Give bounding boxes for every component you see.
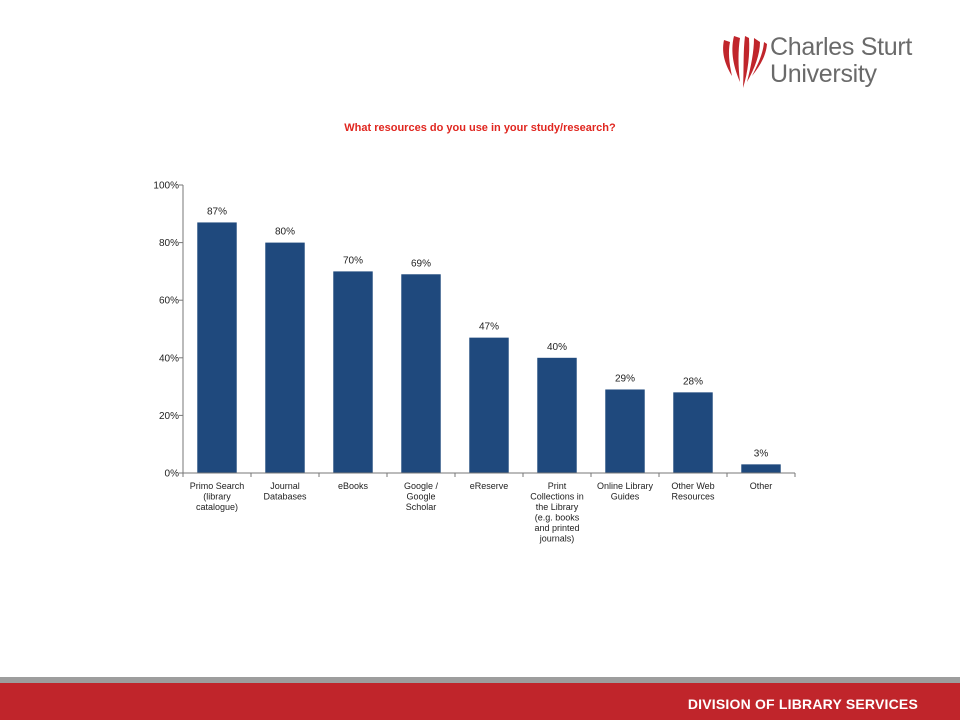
category-label-line: Online Library — [597, 481, 654, 491]
category-label: Print Collections in the Library (e.g. book… — [530, 481, 584, 544]
data-label: 70% — [343, 255, 363, 266]
logo-line-2: University — [770, 60, 877, 88]
category-label-line: Primo Search — [190, 481, 245, 491]
category-label-line: eBooks — [338, 481, 369, 491]
category-label-line: Other Web — [671, 481, 714, 491]
y-tick-label: 60% — [159, 296, 179, 307]
chart-title: What resources do you use in your study/… — [344, 122, 616, 134]
footer-bar: DIVISION OF LIBRARY SERVICES — [0, 683, 960, 720]
y-tick-label: 0% — [165, 469, 180, 480]
category-label-line: Scholar — [406, 502, 437, 512]
data-label: 47% — [479, 322, 499, 333]
data-label: 87% — [207, 206, 227, 217]
category-label-line: Collections in — [530, 492, 584, 502]
y-tick-label: 40% — [159, 353, 179, 364]
y-tick-label: 20% — [159, 411, 179, 422]
y-tick-label: 100% — [153, 181, 179, 192]
y-tick-label: 80% — [159, 238, 179, 249]
bar — [469, 337, 509, 473]
category-label-line: Google — [406, 492, 435, 502]
bars: 87% 80% 70% 69% 47% 40% 29% 28% 3% — [197, 206, 781, 473]
category-label: eReserve — [470, 481, 509, 491]
bar — [197, 222, 237, 473]
category-label-line: Print — [548, 481, 567, 491]
data-label: 3% — [754, 448, 769, 459]
footer-text: DIVISION OF LIBRARY SERVICES — [687, 696, 918, 712]
category-label-line: Guides — [611, 492, 640, 502]
footer-divider — [0, 677, 960, 683]
category-label-line: and printed — [534, 523, 579, 533]
category-label: Online Library Guides — [597, 481, 654, 502]
y-axis: 0% 20% 40% 60% 80% 100% — [153, 181, 184, 480]
bar — [673, 392, 713, 473]
category-label-line: eReserve — [470, 481, 509, 491]
bar — [333, 271, 373, 473]
category-label: Google / Google Scholar — [404, 481, 439, 512]
category-label: Other — [750, 481, 773, 491]
logo-line-1: Charles Sturt — [770, 33, 912, 61]
category-label-line: Other — [750, 481, 773, 491]
bar — [741, 464, 781, 473]
data-label: 80% — [275, 227, 295, 238]
university-logo: Charles Sturt University — [718, 32, 938, 94]
data-label: 40% — [547, 342, 567, 353]
category-label-line: (e.g. books — [535, 513, 580, 523]
category-label-line: Journal — [270, 481, 300, 491]
bar — [605, 389, 645, 473]
data-label: 29% — [615, 373, 635, 384]
category-label-line: Databases — [263, 492, 307, 502]
category-label: eBooks — [338, 481, 369, 491]
category-label-line: the Library — [536, 502, 579, 512]
category-label-line: Resources — [671, 492, 715, 502]
x-axis: Primo Search (library catalogue) Journal Dat… — [182, 472, 796, 544]
bar — [401, 274, 441, 473]
bar — [537, 357, 577, 473]
flame-logo-icon — [723, 36, 767, 88]
category-label-line: (library — [203, 492, 231, 502]
category-label: Other Web Resources — [671, 481, 715, 502]
category-label: Primo Search (library catalogue) — [190, 481, 245, 512]
bar — [265, 242, 305, 473]
data-label: 69% — [411, 258, 431, 269]
category-label: Journal Databases — [263, 481, 307, 502]
category-label-line: catalogue) — [196, 502, 238, 512]
category-label-line: journals) — [539, 534, 575, 544]
logo-text: Charles Sturt University — [770, 34, 912, 88]
category-label-line: Google / — [404, 481, 439, 491]
data-label: 28% — [683, 376, 703, 387]
